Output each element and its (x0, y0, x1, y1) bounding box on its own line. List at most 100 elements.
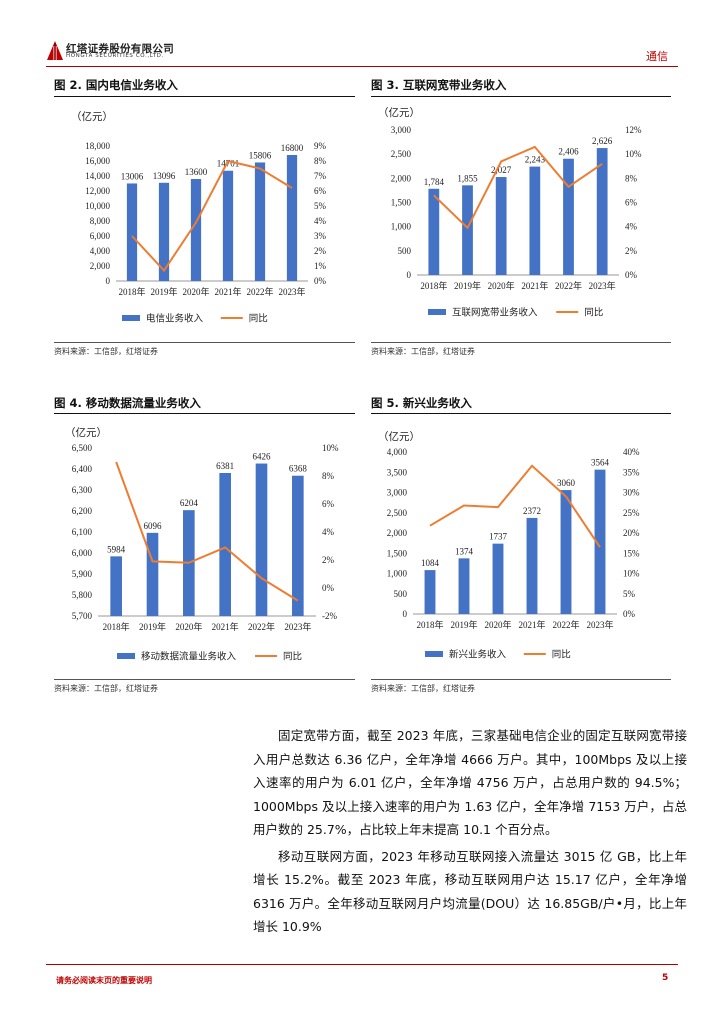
bar-value-label: 13096 (153, 171, 176, 181)
y2-tick-label: 30% (623, 488, 640, 498)
y2-tick-label: 4% (314, 216, 327, 226)
y-tick-label: 500 (398, 246, 412, 256)
bar (424, 570, 436, 614)
page-header: 红塔证券股份有限公司 HONGTA SECURITIES CO.,LTD. 通信 (46, 38, 678, 64)
x-tick-label: 2021年 (518, 619, 545, 630)
bar (563, 158, 574, 275)
legend-label: 新兴业务收入 (449, 649, 507, 661)
y2-tick-label: 0% (625, 270, 638, 280)
bar (146, 532, 159, 616)
figure-source: 资料来源：工信部，红塔证券 (54, 684, 158, 693)
chart-emerging-business-revenue: （亿元） 0 500 1,000 1,500 2,000 2,500 3,000 3,500 4,… (378, 430, 640, 661)
y2-tick-label: 6% (314, 186, 327, 196)
figure-title: 图 3. 互联网宽带业务收入 (371, 78, 507, 92)
bar (462, 185, 473, 275)
y-axis-unit-label: （亿元） (378, 430, 420, 443)
bar (255, 463, 268, 616)
legend-label: 同比 (283, 651, 302, 663)
bar-value-label: 3564 (591, 458, 610, 468)
y2-tick-label: 3% (314, 231, 327, 241)
bar-value-label: 13600 (185, 167, 208, 177)
y-tick-label: 18,000 (85, 141, 110, 151)
figure-source: 资料来源：工信部，红塔证券 (54, 347, 158, 356)
industry-label: 通信 (646, 50, 668, 63)
y-tick-label: 2,000 (90, 261, 111, 271)
y2-tick-label: 6% (322, 499, 335, 509)
y-tick-label: 12,000 (85, 186, 110, 196)
y2-tick-label: 9% (314, 141, 327, 151)
bar (292, 475, 304, 616)
bar (222, 170, 234, 281)
footer-disclaimer: 请务必阅读末页的重要说明 (56, 976, 152, 985)
y-tick-label: 0 (407, 270, 412, 280)
x-tick-label: 2022年 (246, 286, 273, 297)
y2-tick-label: 15% (623, 548, 640, 558)
company-name-cn: 红塔证券股份有限公司 (66, 43, 174, 55)
bar-value-label: 6204 (180, 498, 199, 508)
y2-tick-label: 1% (314, 261, 327, 271)
x-tick-label: 2020年 (175, 621, 202, 632)
x-tick-label: 2023年 (278, 286, 305, 297)
y2-tick-label: 2% (314, 246, 327, 256)
y2-tick-label: 5% (314, 201, 327, 211)
body-text: 固定宽带方面，截至 2023 年底，三家基础电信企业的固定互联网宽带接入用户总数… (253, 724, 687, 942)
x-tick-label: 2018年 (118, 286, 145, 297)
y2-tick-label: 10% (625, 149, 642, 159)
y-tick-label: 2,500 (387, 508, 408, 518)
company-logo: 红塔证券股份有限公司 HONGTA SECURITIES CO.,LTD. (46, 38, 186, 64)
y-tick-label: 5,900 (72, 569, 93, 579)
figure-source: 资料来源：工信部，红塔证券 (371, 347, 475, 356)
bar (190, 179, 202, 281)
bar (526, 517, 538, 614)
paragraph-fixed-broadband: 固定宽带方面，截至 2023 年底，三家基础电信企业的固定互联网宽带接入用户总数… (253, 728, 687, 837)
legend-label: 同比 (249, 313, 268, 325)
y-tick-label: 5,800 (72, 590, 93, 600)
bar-value-label: 6368 (289, 464, 308, 474)
y2-tick-label: 20% (623, 528, 640, 538)
header-rule (46, 66, 678, 67)
bar (458, 558, 470, 614)
yoy-line (433, 145, 603, 230)
y2-tick-label: 10% (623, 569, 640, 579)
figure-title: 图 5. 新兴业务收入 (371, 396, 472, 410)
y-axis-unit-label: （亿元） (71, 110, 113, 123)
bar (110, 556, 122, 616)
x-tick-label: 2022年 (552, 619, 579, 630)
y-tick-label: 14,000 (85, 171, 110, 181)
bar (428, 188, 440, 275)
bar-value-label: 6096 (144, 521, 163, 531)
y2-tick-label: 8% (314, 156, 327, 166)
x-tick-label: 2023年 (586, 619, 613, 630)
legend-label: 电信业务收入 (146, 313, 204, 325)
y2-tick-label: 25% (623, 508, 640, 518)
y-tick-label: 1,000 (391, 222, 412, 232)
chart-telecom-revenue: （亿元） 0 2,000 4,000 6,000 8,000 10,000 12,000 14,… (71, 110, 327, 325)
y-tick-label: 0 (403, 609, 408, 619)
bar-value-label: 2,626 (592, 136, 613, 146)
y-tick-label: 2,000 (387, 528, 408, 538)
x-tick-label: 2022年 (555, 280, 582, 291)
yoy-line (115, 461, 299, 602)
legend-label: 互联网宽带业务收入 (452, 307, 538, 319)
legend-label: 移动数据流量业务收入 (141, 651, 237, 663)
bar-value-label: 2372 (523, 506, 541, 516)
yoy-line (131, 159, 293, 273)
bar-value-label: 13006 (121, 171, 144, 181)
y2-tick-label: 6% (625, 198, 638, 208)
bar-value-label: 2,243 (525, 155, 546, 165)
y2-tick-label: -2% (322, 611, 337, 621)
page-number: 5 (662, 973, 669, 983)
y2-tick-label: 4% (322, 527, 335, 537)
y-tick-label: 5,700 (72, 611, 93, 621)
y-tick-label: 3,000 (387, 488, 408, 498)
x-tick-label: 2020年 (484, 619, 511, 630)
y2-tick-label: 0% (322, 583, 335, 593)
bar (594, 469, 606, 614)
bar (492, 543, 504, 614)
bar (158, 182, 170, 281)
yoy-line (429, 464, 601, 548)
x-tick-label: 2019年 (454, 280, 481, 291)
y-tick-label: 8,000 (90, 216, 111, 226)
bar (219, 472, 231, 616)
legend-swatch-bar (425, 651, 443, 657)
